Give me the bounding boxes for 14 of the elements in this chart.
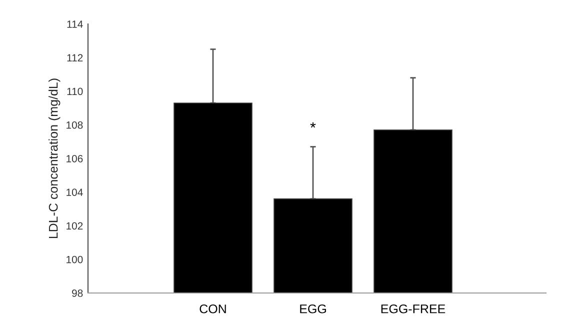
y-axis-title: LDL-C concentration (mg/dL)	[48, 78, 60, 238]
y-tick-label: 98	[72, 290, 83, 297]
annotation: *	[310, 122, 316, 128]
y-tick-label: 110	[67, 88, 83, 96]
x-tick-label: CON	[200, 304, 226, 314]
y-tick-label: 114	[67, 20, 83, 28]
y-tick-label: 106	[66, 155, 83, 162]
y-tick-label: 100	[66, 256, 83, 264]
y-tick-label: 102	[66, 222, 83, 230]
y-tick-label: 112	[67, 54, 83, 62]
y-tick-label: 108	[66, 121, 83, 129]
y-tick-label: 104	[66, 188, 83, 196]
x-tick-label: EGG	[300, 304, 326, 314]
x-tick-label: EGG-FREE	[381, 304, 446, 314]
